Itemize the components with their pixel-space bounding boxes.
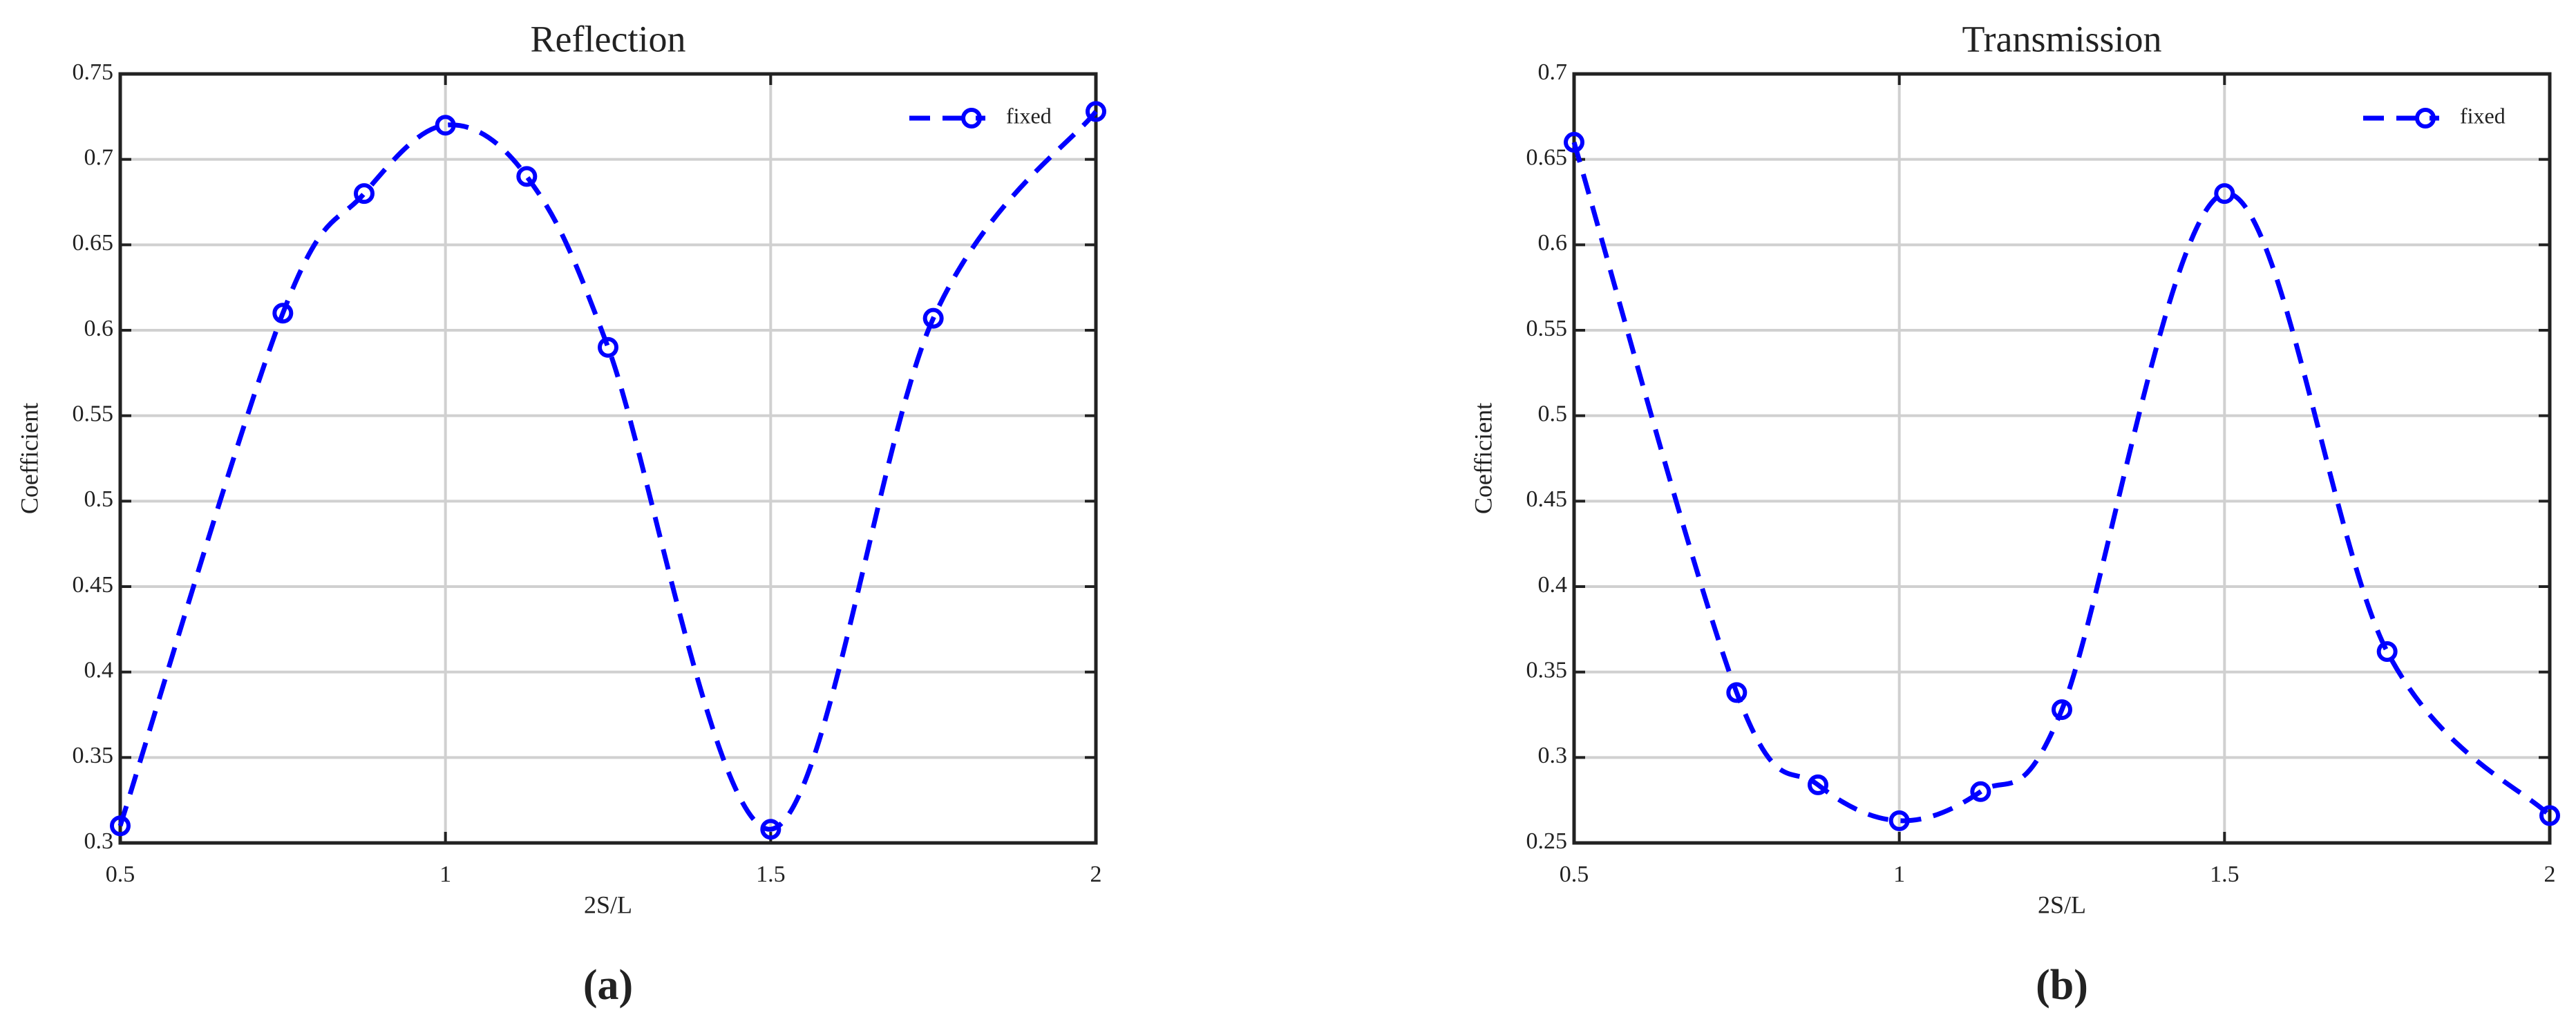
y-tick-label: 0.35 <box>73 743 114 768</box>
x-tick-label: 1.5 <box>2210 862 2239 887</box>
caption: (b) <box>2036 962 2088 1009</box>
legend-label: fixed <box>2460 103 2506 128</box>
y-tick-label: 0.65 <box>73 230 114 256</box>
marker <box>2539 805 2560 826</box>
x-tick-label: 0.5 <box>106 862 135 887</box>
marker <box>435 115 456 136</box>
plot-frame <box>118 72 1098 845</box>
y-tick-label: 0.7 <box>1538 59 1568 85</box>
marker <box>272 303 294 324</box>
legend-marker <box>961 108 982 129</box>
series-line <box>1571 141 2552 824</box>
marker <box>598 336 618 358</box>
y-tick-label: 0.3 <box>84 828 114 854</box>
y-tick-label: 0.55 <box>73 401 114 426</box>
caption: (a) <box>583 962 633 1009</box>
y-tick-label: 0.6 <box>1538 230 1568 256</box>
legend-label: fixed <box>1006 103 1052 128</box>
y-tick-label: 0.6 <box>84 316 114 341</box>
marker <box>922 307 944 329</box>
marker <box>760 819 782 840</box>
y-tick-label: 0.75 <box>73 59 114 85</box>
marker <box>2052 699 2072 721</box>
x-tick-label: 1 <box>1893 862 1905 887</box>
y-tick-label: 0.4 <box>1538 572 1568 598</box>
y-axis-label: Coefficient <box>15 403 43 514</box>
y-tick-label: 0.5 <box>84 486 114 512</box>
series-line <box>117 110 1098 832</box>
marker <box>1888 810 1910 831</box>
y-tick-label: 0.5 <box>1538 401 1568 426</box>
x-tick-label: 2 <box>1090 862 1102 887</box>
marker <box>1970 781 1991 802</box>
chart-title: Transmission <box>1962 18 2161 59</box>
y-tick-label: 0.45 <box>1526 486 1568 512</box>
marker <box>516 166 538 187</box>
y-tick-label: 0.25 <box>1526 828 1568 854</box>
marker <box>2214 183 2235 205</box>
y-axis-label: Coefficient <box>1469 403 1497 514</box>
marker <box>354 183 375 205</box>
marker <box>1086 101 1106 122</box>
marker <box>1564 131 1584 153</box>
y-tick-label: 0.55 <box>1526 316 1568 341</box>
y-tick-label: 0.35 <box>1526 657 1568 683</box>
marker <box>110 815 131 837</box>
y-tick-label: 0.45 <box>73 572 114 598</box>
marker <box>2376 640 2398 662</box>
y-tick-label: 0.4 <box>84 657 114 683</box>
chart-title: Reflection <box>531 18 686 59</box>
x-tick-label: 1.5 <box>756 862 786 887</box>
marker <box>1808 774 1828 795</box>
y-tick-label: 0.7 <box>84 144 114 170</box>
x-axis-label: 2S/L <box>2038 891 2086 918</box>
x-tick-label: 0.5 <box>1560 862 1589 887</box>
legend-marker <box>2415 108 2436 129</box>
marker <box>1726 682 1748 703</box>
y-tick-label: 0.3 <box>1538 743 1568 768</box>
x-axis-label: 2S/L <box>584 891 632 918</box>
x-tick-label: 2 <box>2544 862 2556 887</box>
y-tick-label: 0.65 <box>1526 144 1568 170</box>
x-tick-label: 1 <box>439 862 451 887</box>
plot-frame <box>1572 72 2552 845</box>
